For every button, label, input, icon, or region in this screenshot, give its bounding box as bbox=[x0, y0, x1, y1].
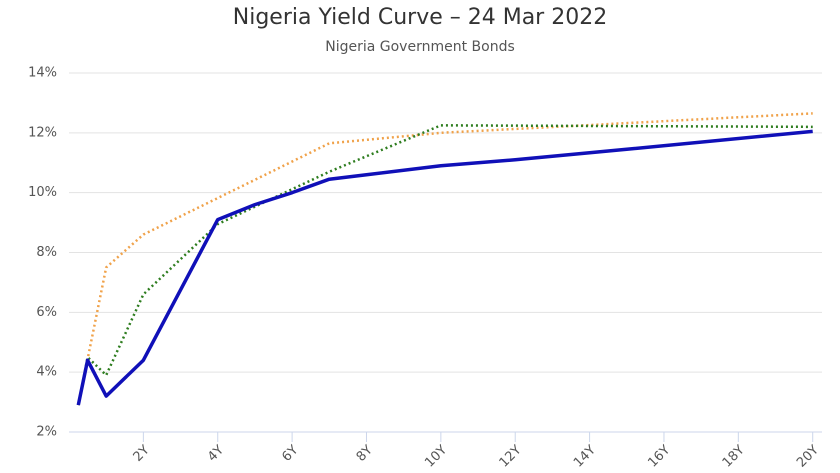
y-tick-label: 6% bbox=[36, 305, 57, 320]
y-tick-label: 2% bbox=[36, 425, 57, 440]
series-line bbox=[77, 124, 813, 406]
x-tick-label: 20Y bbox=[794, 443, 822, 471]
x-tick-label: 10Y bbox=[422, 443, 450, 471]
y-tick-label: 4% bbox=[36, 365, 57, 380]
y-tick-label: 12% bbox=[28, 125, 57, 140]
x-tick-label: 4Y bbox=[205, 443, 227, 465]
chart-title: Nigeria Yield Curve – 24 Mar 2022 bbox=[233, 5, 607, 30]
series-line bbox=[76, 129, 813, 406]
y-tick-label: 8% bbox=[36, 245, 57, 260]
x-tick-label: 16Y bbox=[645, 443, 673, 471]
y-tick-label: 14% bbox=[28, 66, 57, 81]
series-line bbox=[77, 112, 813, 406]
x-tick-label: 12Y bbox=[497, 443, 525, 471]
x-tick-label: 2Y bbox=[131, 443, 153, 465]
y-tick-label: 10% bbox=[28, 185, 57, 200]
x-tick-label: 6Y bbox=[279, 443, 301, 465]
x-tick-label: 8Y bbox=[354, 443, 376, 465]
x-tick-label: 14Y bbox=[571, 443, 599, 471]
x-tick-label: 18Y bbox=[720, 443, 748, 471]
chart-subtitle: Nigeria Government Bonds bbox=[325, 39, 515, 55]
